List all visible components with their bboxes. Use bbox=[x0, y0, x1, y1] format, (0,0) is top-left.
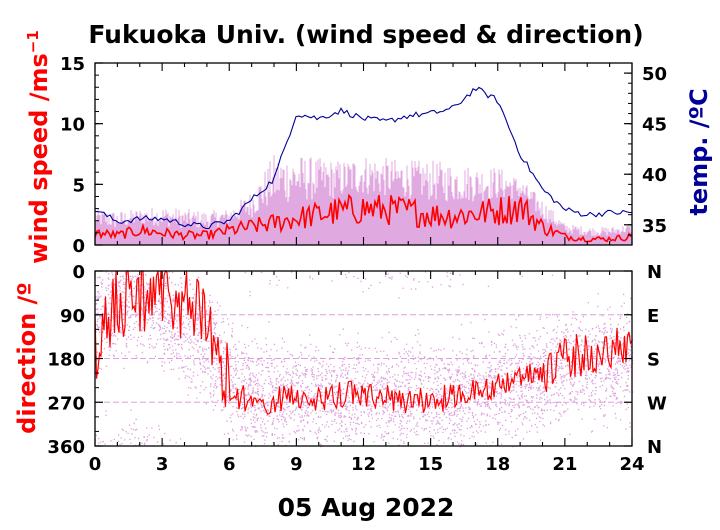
xtick-label: 12 bbox=[351, 454, 376, 475]
chart-title: Fukuoka Univ. (wind speed & direction) bbox=[88, 20, 643, 49]
top-plot-layer bbox=[94, 86, 633, 245]
xtick-label: 21 bbox=[552, 454, 577, 475]
wind-speed-series bbox=[94, 193, 632, 243]
bottom-ytick-label: 270 bbox=[47, 393, 85, 414]
bottom-y2tick-label: N bbox=[647, 262, 662, 283]
bottom-ylabel: direction /º bbox=[13, 282, 41, 434]
top-ytick-label: 5 bbox=[72, 175, 85, 196]
bottom-y2tick-label: E bbox=[647, 306, 659, 327]
bottom-ytick-label: 360 bbox=[47, 437, 85, 458]
xtick-label: 0 bbox=[89, 454, 102, 475]
xtick-label: 15 bbox=[418, 454, 443, 475]
top-panel: 0 5 10 15 35 40 45 50 wind speed /ms−1 temp. /º… bbox=[24, 30, 713, 264]
top-ylabel-main: wind speed /ms bbox=[25, 53, 53, 264]
xtick-label: 3 bbox=[156, 454, 169, 475]
bottom-panel: 0 90 180 270 360 N E S W N 0 3 6 9 12 15 18 21 24 directio… bbox=[13, 262, 667, 475]
temperature-series bbox=[94, 86, 633, 230]
xtick-label: 6 bbox=[223, 454, 236, 475]
bottom-y2tick-label: S bbox=[647, 350, 660, 371]
bottom-y2tick-label: N bbox=[647, 437, 662, 458]
top-y2tick-label: 35 bbox=[642, 216, 667, 237]
xtick-label: 9 bbox=[290, 454, 303, 475]
gust-direction-points bbox=[95, 271, 634, 448]
xtick-label: 18 bbox=[485, 454, 510, 475]
bottom-plot-layer bbox=[94, 269, 634, 448]
bottom-axes: 0 90 180 270 360 N E S W N 0 3 6 9 12 15 18 21 24 bbox=[47, 262, 667, 475]
top-ytick-label: 0 bbox=[72, 236, 85, 257]
top-y2tick-label: 45 bbox=[642, 115, 667, 136]
bottom-ytick-label: 90 bbox=[60, 306, 85, 327]
top-y2tick-label: 50 bbox=[642, 64, 667, 85]
bottom-y2tick-label: W bbox=[647, 393, 667, 414]
top-y2tick-label: 40 bbox=[642, 165, 667, 186]
wind-direction-series bbox=[94, 269, 633, 415]
xtick-label: 24 bbox=[619, 454, 644, 475]
top-ylabel-sup: −1 bbox=[24, 30, 42, 53]
top-y2label: temp. /ºC bbox=[685, 88, 713, 215]
bottom-ytick-label: 180 bbox=[47, 350, 85, 371]
bottom-ytick-label: 0 bbox=[72, 262, 85, 283]
date-label: 05 Aug 2022 bbox=[278, 493, 455, 522]
top-ytick-label: 15 bbox=[60, 54, 85, 75]
top-axes: 0 5 10 15 35 40 45 50 bbox=[60, 54, 667, 257]
top-ytick-label: 10 bbox=[60, 115, 85, 136]
top-ylabel: wind speed /ms−1 bbox=[24, 30, 53, 264]
